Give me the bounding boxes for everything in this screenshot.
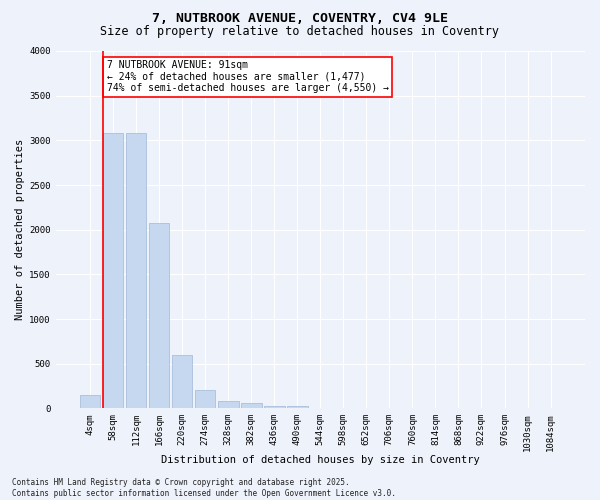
Bar [264,406,284,408]
Text: Size of property relative to detached houses in Coventry: Size of property relative to detached ho… [101,25,499,38]
Bar [287,406,308,408]
Bar [125,133,146,408]
Y-axis label: Number of detached properties: Number of detached properties [15,139,25,320]
Bar [80,395,100,408]
Bar [103,133,124,408]
Bar [149,224,169,408]
Text: 7 NUTBROOK AVENUE: 91sqm
← 24% of detached houses are smaller (1,477)
74% of sem: 7 NUTBROOK AVENUE: 91sqm ← 24% of detach… [107,60,389,93]
Text: 7, NUTBROOK AVENUE, COVENTRY, CV4 9LE: 7, NUTBROOK AVENUE, COVENTRY, CV4 9LE [152,12,448,26]
Bar [218,401,239,408]
Text: Contains HM Land Registry data © Crown copyright and database right 2025.
Contai: Contains HM Land Registry data © Crown c… [12,478,396,498]
Bar [241,404,262,408]
Bar [172,354,193,408]
X-axis label: Distribution of detached houses by size in Coventry: Distribution of detached houses by size … [161,455,479,465]
Bar [195,390,215,408]
